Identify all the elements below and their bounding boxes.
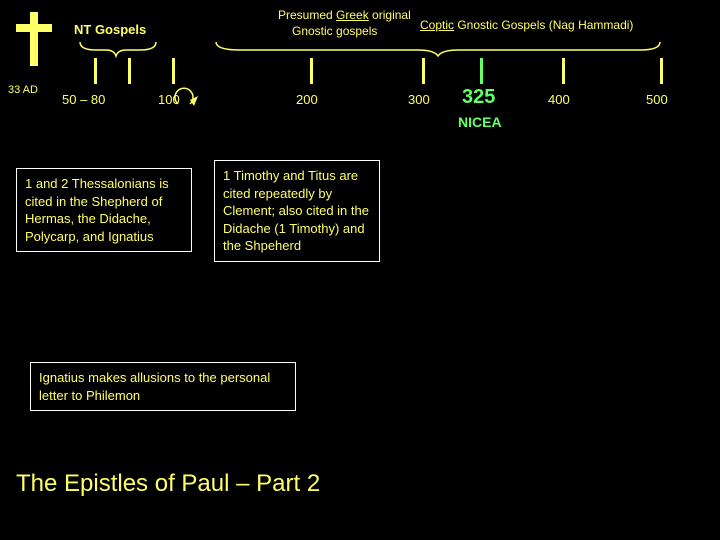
circle-arrow-icon — [0, 0, 720, 540]
timeline-tick-nicea — [480, 58, 483, 84]
timeline-label-400: 400 — [548, 92, 570, 107]
note-thessalonians: 1 and 2 Thessalonians is cited in the Sh… — [16, 168, 192, 252]
nt-gospels-label: NT Gospels — [74, 22, 146, 37]
page-title: The Epistles of Paul – Part 2 — [16, 470, 320, 498]
cross-icon-bar — [16, 24, 52, 32]
cross-icon — [30, 12, 38, 66]
timeline-label-100: 100 — [158, 92, 180, 107]
timeline-label-325: 325 — [462, 86, 495, 109]
timeline-tick — [562, 58, 565, 84]
timeline-tick — [128, 58, 131, 84]
timeline-label-500: 500 — [646, 92, 668, 107]
timeline-tick — [310, 58, 313, 84]
timeline-start-label: 33 AD — [8, 84, 38, 96]
timeline-tick — [422, 58, 425, 84]
timeline-label-300: 300 — [408, 92, 430, 107]
caption-coptic: Coptic Gnostic Gospels (Nag Hammadi) — [420, 18, 633, 33]
brace-nt-icon — [0, 0, 720, 540]
note-timothy-titus: 1 Timothy and Titus are cited repeatedly… — [214, 160, 380, 262]
timeline-tick — [660, 58, 663, 84]
timeline-tick — [172, 58, 175, 84]
caption-presumed-greek: Presumed Greek original — [278, 8, 411, 23]
timeline-label-50-80: 50 – 80 — [62, 92, 105, 107]
timeline-label-200: 200 — [296, 92, 318, 107]
brace-gnostic-icon — [0, 0, 720, 540]
nicea-label: NICEA — [458, 114, 502, 130]
timeline-tick — [94, 58, 97, 84]
note-ignatius-philemon: Ignatius makes allusions to the personal… — [30, 362, 296, 411]
caption-gnostic-gospels: Gnostic gospels — [292, 24, 377, 39]
